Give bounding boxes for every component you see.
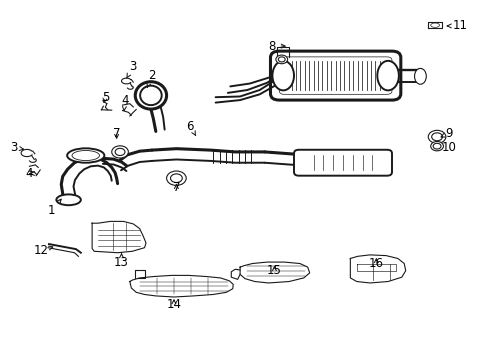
Text: 5: 5 <box>101 91 109 104</box>
Text: 12: 12 <box>34 244 53 257</box>
Text: 16: 16 <box>369 257 384 270</box>
Text: 6: 6 <box>186 120 196 135</box>
Text: 8: 8 <box>268 40 285 53</box>
Ellipse shape <box>431 141 443 151</box>
Ellipse shape <box>272 61 294 90</box>
Text: 7: 7 <box>172 181 180 194</box>
Text: 14: 14 <box>167 298 181 311</box>
Text: 13: 13 <box>114 253 129 269</box>
Text: 11: 11 <box>447 19 468 32</box>
Text: 9: 9 <box>441 127 453 140</box>
Ellipse shape <box>415 68 426 84</box>
Ellipse shape <box>377 61 399 90</box>
Ellipse shape <box>72 150 99 161</box>
Polygon shape <box>92 221 146 253</box>
Text: 3: 3 <box>126 60 137 78</box>
Text: 1: 1 <box>48 199 61 217</box>
Ellipse shape <box>171 174 182 183</box>
Ellipse shape <box>431 23 440 27</box>
Text: 15: 15 <box>267 264 282 277</box>
FancyBboxPatch shape <box>270 51 401 100</box>
Ellipse shape <box>135 82 167 109</box>
FancyBboxPatch shape <box>294 150 392 176</box>
Text: 3: 3 <box>10 141 24 154</box>
Text: 7: 7 <box>113 127 121 140</box>
Ellipse shape <box>276 55 288 64</box>
Polygon shape <box>130 275 233 297</box>
Text: 4: 4 <box>121 94 129 111</box>
Ellipse shape <box>167 171 186 185</box>
Ellipse shape <box>140 86 162 105</box>
Ellipse shape <box>433 143 441 149</box>
Polygon shape <box>240 262 310 283</box>
Ellipse shape <box>432 133 442 141</box>
Text: 10: 10 <box>441 141 456 154</box>
Polygon shape <box>350 255 406 283</box>
Ellipse shape <box>115 148 125 156</box>
Ellipse shape <box>112 146 128 158</box>
Ellipse shape <box>67 148 104 163</box>
Ellipse shape <box>56 194 81 205</box>
Polygon shape <box>428 22 442 28</box>
Text: 4: 4 <box>25 167 34 180</box>
Text: 2: 2 <box>147 69 156 87</box>
Ellipse shape <box>278 57 285 62</box>
Ellipse shape <box>428 130 446 143</box>
